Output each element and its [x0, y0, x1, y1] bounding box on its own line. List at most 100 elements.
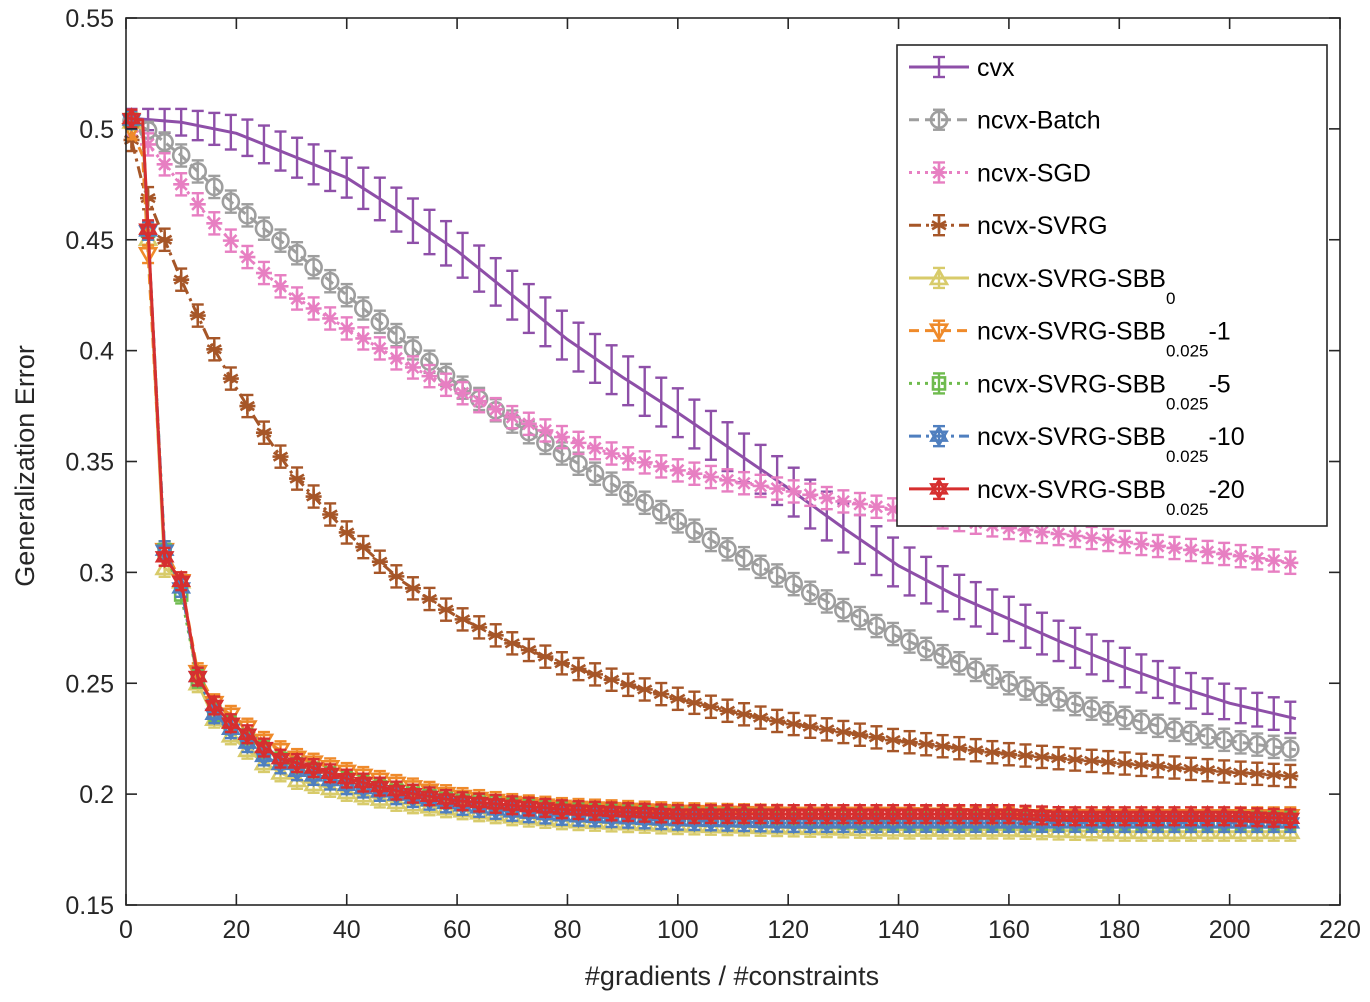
data-point	[752, 709, 769, 726]
error-bar	[1036, 611, 1049, 656]
data-point	[1015, 803, 1036, 827]
data-point	[370, 312, 390, 332]
data-point	[684, 802, 705, 826]
data-point	[1166, 539, 1183, 556]
data-point	[783, 802, 804, 826]
data-point	[601, 800, 622, 823]
error-bar	[423, 208, 436, 256]
legend-label: ncvx-SVRG-SBB0	[977, 265, 1175, 308]
error-bar	[572, 321, 585, 373]
data-point	[155, 132, 174, 152]
x-tick-label: 200	[1209, 916, 1251, 944]
data-point	[618, 800, 639, 824]
error-bar	[953, 573, 966, 621]
error-bar	[1135, 653, 1148, 694]
data-point	[320, 761, 341, 785]
legend-item: ncvx-Batch	[909, 107, 1101, 135]
error-bar	[555, 309, 568, 361]
data-point	[452, 789, 473, 813]
data-point	[835, 493, 852, 510]
x-tick-label: 40	[333, 916, 361, 944]
error-bar	[986, 588, 999, 635]
error-bar	[224, 113, 237, 151]
data-point	[222, 370, 239, 387]
data-point	[254, 219, 274, 238]
y-tick-label: 0.55	[65, 5, 114, 33]
error-bar	[175, 107, 188, 137]
data-point	[701, 530, 721, 550]
legend-item: ncvx-SVRG-SBB0	[909, 265, 1175, 308]
data-point	[817, 592, 837, 611]
data-point	[636, 454, 653, 471]
data-point	[1100, 754, 1117, 771]
data-point	[287, 243, 307, 263]
data-point	[867, 616, 886, 636]
y-tick-label: 0.15	[65, 892, 114, 920]
data-point	[651, 502, 671, 522]
y-tick-label: 0.25	[65, 670, 114, 698]
data-point	[388, 568, 405, 585]
error-bar	[473, 244, 486, 293]
data-point	[868, 729, 885, 746]
series-ncvx-SVRG	[123, 117, 1299, 789]
data-point	[319, 777, 341, 796]
data-point	[620, 450, 637, 467]
data-point	[901, 734, 918, 751]
data-point	[568, 798, 589, 822]
error-bar	[1102, 639, 1115, 683]
data-point	[718, 540, 737, 559]
data-point	[1017, 747, 1034, 764]
error-bar	[291, 136, 304, 179]
data-point	[883, 802, 903, 826]
data-point	[371, 340, 388, 357]
error-bar	[1201, 677, 1214, 716]
data-point	[918, 736, 935, 753]
data-point	[1116, 533, 1133, 550]
data-point	[965, 802, 986, 826]
data-point	[471, 619, 488, 636]
data-point	[454, 611, 471, 628]
data-point	[338, 320, 355, 337]
data-point	[487, 401, 504, 418]
data-point	[537, 648, 554, 665]
data-point	[1115, 708, 1135, 728]
data-point	[271, 231, 290, 250]
x-tick-label: 120	[767, 916, 809, 944]
data-point	[286, 769, 308, 788]
data-point	[1265, 552, 1282, 569]
error-bar	[655, 376, 668, 428]
data-point	[719, 472, 736, 489]
series-line	[125, 116, 1297, 752]
data-point	[984, 744, 1001, 761]
x-tick-label: 220	[1319, 916, 1361, 944]
error-bar	[721, 421, 734, 473]
legend-marker	[929, 110, 949, 130]
data-point	[154, 545, 175, 569]
data-point	[834, 600, 853, 620]
data-point	[221, 192, 241, 211]
error-bar	[589, 332, 602, 384]
data-point	[916, 639, 936, 659]
data-point	[419, 784, 440, 808]
data-point	[1230, 805, 1251, 829]
data-point	[1032, 684, 1052, 704]
data-point	[387, 325, 406, 345]
data-point	[1148, 716, 1168, 736]
data-point	[504, 635, 521, 652]
data-point	[983, 667, 1002, 686]
data-point	[1149, 537, 1166, 554]
data-point	[1083, 752, 1100, 769]
data-point	[303, 773, 324, 792]
legend-item: cvx	[909, 54, 1015, 82]
error-bar	[870, 525, 883, 577]
data-point	[769, 712, 786, 729]
data-point	[618, 484, 638, 503]
data-point	[388, 350, 405, 367]
data-point	[238, 206, 257, 225]
data-point	[932, 802, 953, 826]
data-point	[337, 285, 357, 305]
data-point	[949, 802, 970, 826]
x-axis-label: #gradients / #constraints	[585, 961, 879, 991]
legend-marker	[931, 164, 947, 181]
error-bar	[522, 282, 535, 335]
